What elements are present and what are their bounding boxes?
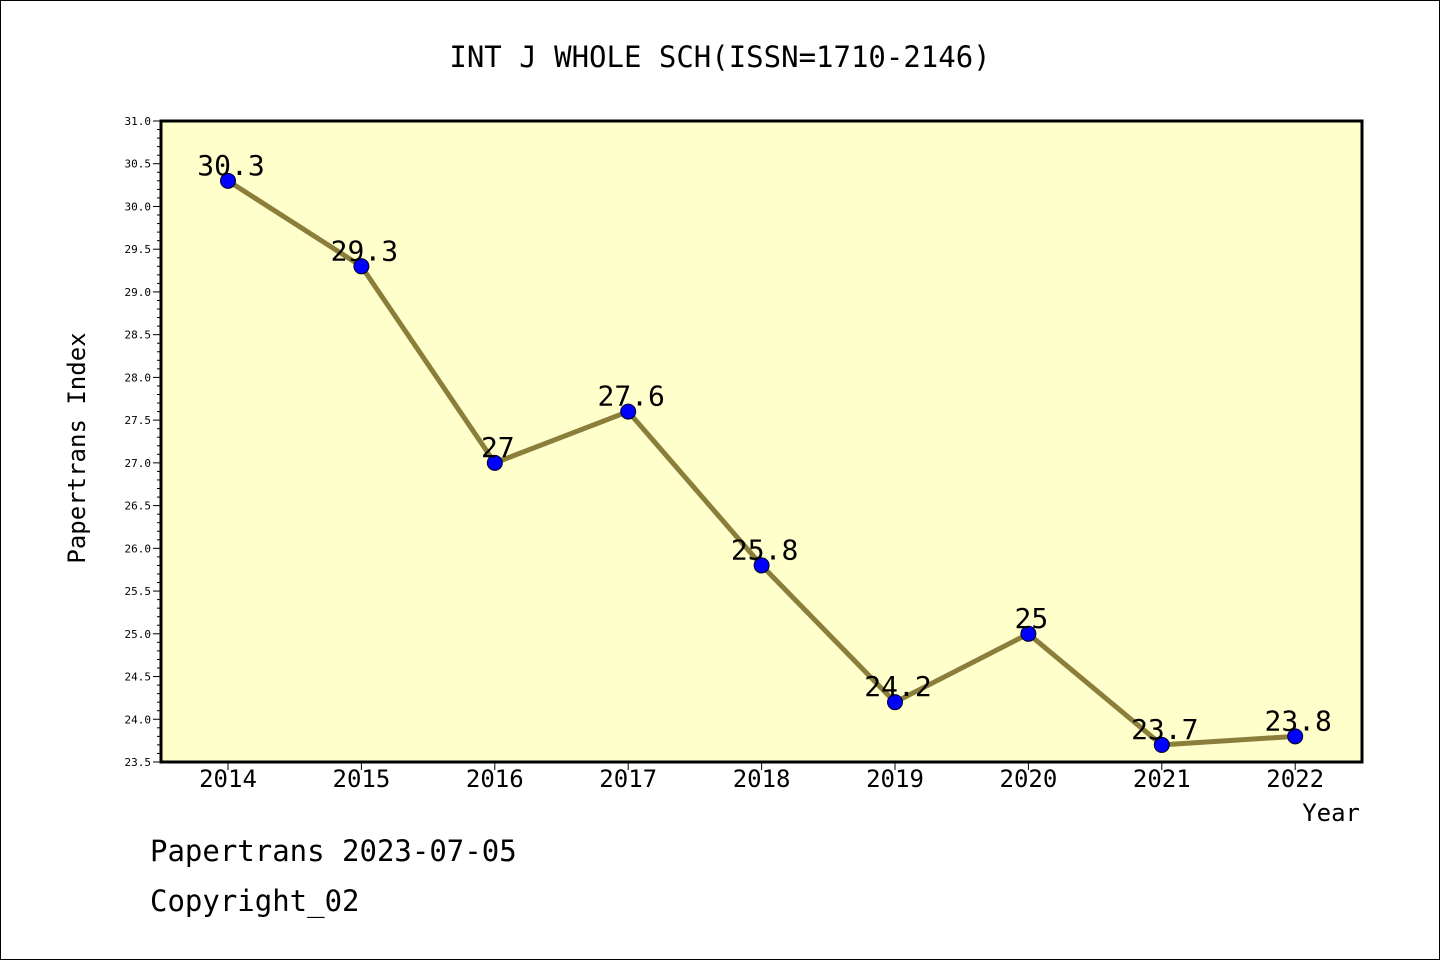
- x-tick-label: 2020: [1000, 765, 1058, 793]
- x-tick-label: 2016: [466, 765, 524, 793]
- y-tick-label: 29.0: [125, 286, 152, 299]
- data-point: [486, 454, 503, 471]
- x-axis: 2014 2015 2016 2017 2018 2019 2020 2021 2022: [199, 762, 1324, 793]
- data-point: [1153, 736, 1170, 753]
- data-label: 24.2: [864, 670, 931, 703]
- y-tick-label: 26.5: [125, 500, 152, 513]
- data-label: 25.8: [731, 533, 798, 566]
- y-axis: 23.5 24.0 24.5 25.0 25.5 26.0 26.5 27.0 27.5 28.0…: [125, 115, 161, 769]
- plot-area: [159, 119, 1364, 764]
- data-point: [220, 172, 236, 189]
- footer-date-line: Papertrans 2023-07-05: [150, 834, 517, 868]
- x-tick-label: 2015: [333, 765, 391, 793]
- y-axis-label: Papertrans Index: [63, 332, 91, 563]
- data-point: [887, 694, 903, 711]
- x-tick-label: 2019: [866, 765, 924, 793]
- data-point: [1020, 625, 1037, 642]
- y-tick-label: 24.0: [125, 713, 152, 726]
- x-tick-label: 2017: [599, 765, 657, 793]
- y-tick-label: 23.5: [125, 756, 152, 769]
- y-tick-label: 25.0: [125, 628, 152, 641]
- data-label: 23.7: [1131, 713, 1198, 746]
- data-label: 23.8: [1264, 704, 1331, 737]
- y-tick-label: 25.5: [125, 585, 152, 598]
- y-tick-label: 27.5: [125, 414, 152, 427]
- y-tick-label: 24.5: [125, 671, 152, 684]
- y-tick-label: 27.0: [125, 457, 152, 470]
- y-tick-label: 31.0: [125, 115, 152, 128]
- y-tick-label: 28.5: [125, 329, 152, 342]
- data-label: 25: [1015, 602, 1049, 635]
- x-tick-label: 2014: [199, 765, 257, 793]
- y-tick-label: 30.5: [125, 158, 152, 171]
- x-tick-label: 2022: [1266, 765, 1324, 793]
- data-point: [753, 557, 770, 574]
- x-axis-label: Year: [1302, 799, 1360, 827]
- y-tick-label: 26.0: [125, 542, 152, 555]
- data-label: 27.6: [597, 380, 664, 413]
- x-tick-label: 2021: [1133, 765, 1191, 793]
- y-tick-label: 29.5: [125, 243, 152, 256]
- chart-title: INT J WHOLE SCH(ISSN=1710-2146): [449, 40, 990, 74]
- data-label: 30.3: [197, 149, 264, 182]
- data-label: 27: [481, 431, 515, 464]
- y-tick-label: 28.0: [125, 371, 152, 384]
- y-tick-label: 30.0: [125, 200, 152, 213]
- data-point: [353, 258, 370, 275]
- data-point: [620, 403, 637, 420]
- data-label: 29.3: [331, 234, 398, 267]
- x-tick-label: 2018: [733, 765, 791, 793]
- series: 30.3 29.3 27 27.6 25.8 24.2 25 23.7 23.8: [197, 149, 1332, 753]
- footer-copyright: Copyright_02: [150, 884, 360, 918]
- data-point: [1287, 728, 1304, 745]
